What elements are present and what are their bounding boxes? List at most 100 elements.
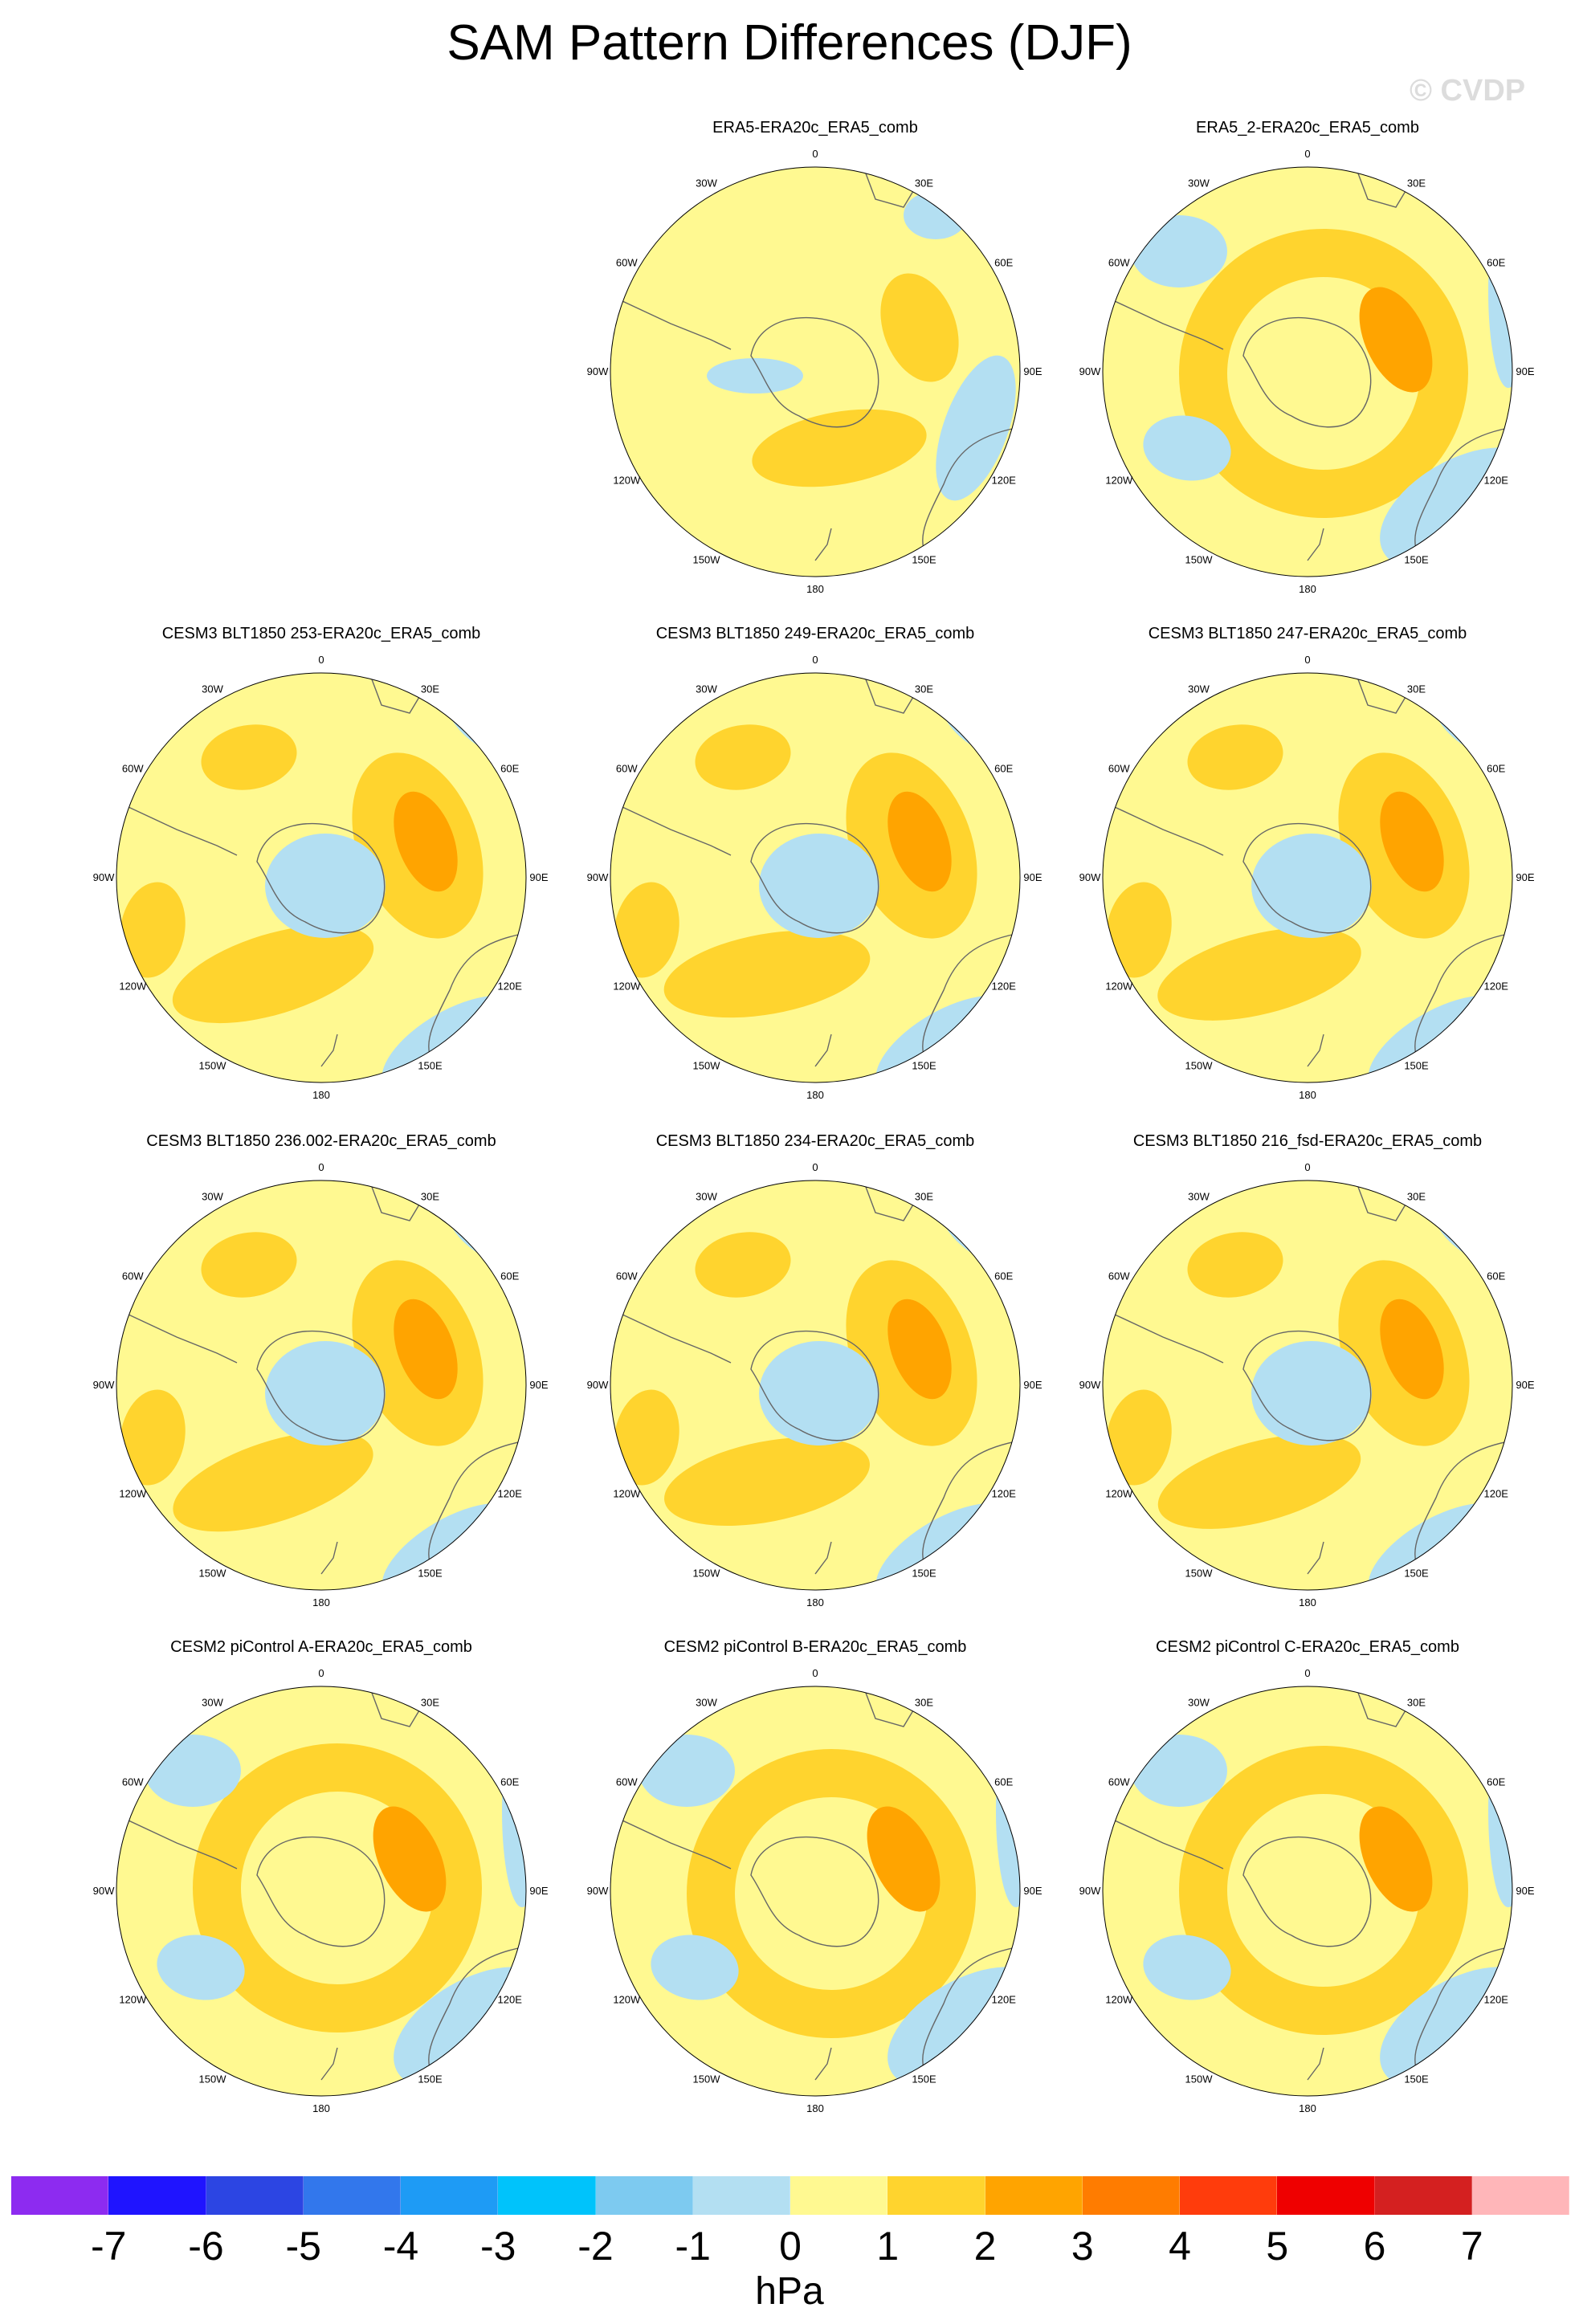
- colorbar-bin: [1180, 2176, 1278, 2215]
- longitude-label: 150E: [912, 554, 936, 566]
- colorbar-tick-label: -1: [675, 2224, 711, 2269]
- longitude-label: 30W: [696, 1190, 717, 1202]
- longitude-label: 30E: [915, 177, 933, 189]
- australia-coastline: [428, 1947, 523, 2069]
- positive-anomaly-core: [1359, 287, 1433, 393]
- longitude-label: 150W: [693, 1568, 721, 1580]
- positive-anomaly: [1187, 724, 1283, 790]
- longitude-label: 90W: [587, 365, 609, 377]
- longitude-label: 60W: [122, 763, 144, 775]
- positive-anomaly: [614, 882, 679, 978]
- longitude-label: 90E: [1516, 1379, 1534, 1391]
- longitude-label: 60E: [994, 257, 1013, 269]
- longitude-label: 150E: [912, 1568, 936, 1580]
- longitude-label: 120E: [498, 1488, 523, 1500]
- new-zealand-coastline: [320, 1034, 338, 1067]
- longitude-label: 150W: [1185, 554, 1214, 566]
- colorbar-bin: [108, 2176, 206, 2215]
- positive-anomaly-core: [1359, 1806, 1433, 1912]
- australia-coastline: [922, 1947, 1017, 2069]
- australia-coastline: [1414, 1441, 1509, 1563]
- positive-anomaly: [663, 930, 871, 1018]
- longitude-label: 90E: [529, 1885, 548, 1897]
- polar-stereographic-map: 0 30E 60E 90E 120E 150E 180 150W 120W 90W 60W 30W: [1079, 1161, 1535, 1608]
- longitude-label: 90W: [93, 1885, 115, 1897]
- antarctica-coastline: [750, 822, 879, 934]
- positive-anomaly-core: [887, 791, 952, 892]
- south-america-coastline: [116, 1814, 238, 1869]
- south-america-coastline: [610, 1814, 732, 1869]
- antarctica-coastline: [750, 316, 879, 428]
- longitude-label: 30E: [421, 1696, 439, 1708]
- longitude-label: 90E: [1516, 365, 1534, 377]
- polar-stereographic-map: 0 30E 60E 90E 120E 150E 180 150W 120W 90W 60W 30W: [587, 1667, 1042, 2114]
- antarctica-coastline: [1242, 1330, 1372, 1441]
- positive-anomaly-ring: [193, 1743, 482, 2032]
- longitude-label: 120E: [498, 1994, 523, 2006]
- polar-stereographic-map: 0 30E 60E 90E 120E 150E 180 150W 120W 90W 60W 30W: [93, 654, 549, 1101]
- positive-anomaly: [1157, 1434, 1361, 1529]
- negative-anomaly: [1131, 215, 1227, 287]
- negative-anomaly: [145, 1735, 241, 1807]
- longitude-label: 120W: [1105, 1994, 1133, 2006]
- africa-coastline: [1355, 1686, 1409, 1727]
- longitude-label: 60W: [616, 1270, 638, 1282]
- antarctica-coastline: [256, 1330, 386, 1441]
- longitude-label: 30W: [202, 1190, 223, 1202]
- longitude-label: 60E: [500, 1270, 519, 1282]
- africa-coastline: [863, 167, 916, 208]
- longitude-label: 120W: [119, 981, 147, 993]
- colorbar-tick-label: -6: [188, 2224, 224, 2269]
- antarctica-coastline: [750, 1836, 879, 1947]
- longitude-label: 150E: [1404, 1568, 1429, 1580]
- colorbar-tick-label: -7: [91, 2224, 127, 2269]
- australia-coastline: [922, 933, 1017, 1055]
- longitude-label: 30W: [1188, 1190, 1210, 1202]
- africa-coastline: [863, 1180, 916, 1221]
- longitude-label: 120E: [498, 981, 523, 993]
- longitude-label: 90E: [1516, 871, 1534, 883]
- panel-title: ERA5_2-ERA20c_ERA5_comb: [1196, 119, 1419, 137]
- longitude-label: 150E: [418, 1568, 443, 1580]
- new-zealand-coastline: [814, 528, 832, 561]
- positive-anomaly-core: [394, 791, 458, 892]
- negative-anomaly: [1488, 1714, 1512, 1907]
- longitude-label: 90E: [1023, 365, 1042, 377]
- colorbar-tick-label: 4: [1169, 2224, 1191, 2269]
- map-panel: CESM3 BLT1850 247-ERA20c_ERA5_comb 0 30E 60…: [1059, 625, 1557, 1139]
- map-field: [610, 1180, 1020, 1590]
- longitude-label: 180: [312, 1596, 330, 1608]
- longitude-label: 30E: [1407, 1696, 1426, 1708]
- antarctica-coastline: [256, 822, 386, 934]
- australia-coastline: [922, 1441, 1017, 1563]
- longitude-label: 120W: [1105, 475, 1133, 487]
- polar-stereographic-map: 0 30E 60E 90E 120E 150E 180 150W 120W 90W 60W 30W: [1079, 1667, 1535, 2114]
- australia-coastline: [1414, 427, 1509, 549]
- colorbar-tick-label: 6: [1363, 2224, 1386, 2269]
- longitude-label: 60E: [1487, 1776, 1505, 1788]
- antarctica-coastline: [1242, 822, 1372, 934]
- south-america-coastline: [1103, 1814, 1224, 1869]
- longitude-label: 60W: [616, 763, 638, 775]
- longitude-label: 120W: [119, 1994, 147, 2006]
- negative-anomaly: [936, 355, 1016, 501]
- australia-coastline: [1414, 933, 1509, 1055]
- longitude-label: 120E: [1484, 981, 1509, 993]
- new-zealand-coastline: [1307, 528, 1324, 561]
- longitude-label: 60E: [1487, 257, 1505, 269]
- map-field: [116, 1180, 526, 1590]
- longitude-label: 90W: [1079, 1885, 1101, 1897]
- negative-anomaly: [1131, 1735, 1227, 1807]
- australia-coastline: [428, 933, 523, 1055]
- longitude-label: 150W: [1185, 1568, 1214, 1580]
- africa-coastline: [369, 1180, 422, 1221]
- new-zealand-coastline: [814, 1034, 832, 1067]
- africa-coastline: [1355, 167, 1409, 208]
- new-zealand-coastline: [1307, 1541, 1324, 1575]
- positive-anomaly: [695, 724, 791, 790]
- positive-anomaly: [201, 1232, 297, 1298]
- polar-stereographic-map: 0 30E 60E 90E 120E 150E 180 150W 120W 90W 60W 30W: [93, 1161, 549, 1608]
- new-zealand-coastline: [814, 1541, 832, 1575]
- south-america-coastline: [1103, 1308, 1224, 1364]
- longitude-label: 90E: [1023, 871, 1042, 883]
